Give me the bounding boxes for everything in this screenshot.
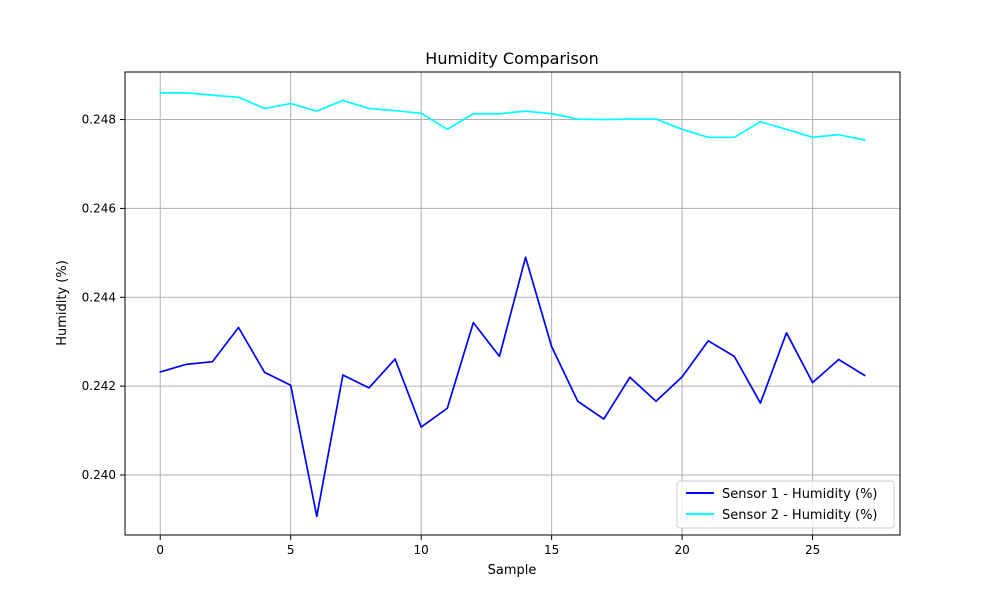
y-tick-label: 0.242 bbox=[82, 379, 116, 393]
plot-frame bbox=[124, 71, 901, 536]
chart-title: Humidity Comparison bbox=[425, 49, 598, 68]
x-tick-label: 5 bbox=[287, 543, 295, 557]
y-axis-ticks: 0.240 0.242 0.244 0.246 0.248 bbox=[82, 113, 125, 482]
x-tick-label: 0 bbox=[156, 543, 164, 557]
x-axis-ticks: 0 5 10 15 20 25 bbox=[156, 535, 820, 557]
y-tick-label: 0.248 bbox=[82, 113, 116, 127]
legend-label-sensor-2: Sensor 2 - Humidity (%) bbox=[722, 508, 878, 523]
y-tick-label: 0.244 bbox=[82, 290, 116, 304]
x-tick-label: 10 bbox=[414, 543, 429, 557]
grid-layer bbox=[125, 72, 900, 535]
x-axis-label: Sample bbox=[488, 563, 537, 578]
legend-label-sensor-1: Sensor 1 - Humidity (%) bbox=[722, 487, 878, 502]
series-line-sensor-2 bbox=[159, 92, 866, 141]
x-tick-label: 25 bbox=[805, 543, 820, 557]
x-tick-label: 20 bbox=[674, 543, 689, 557]
series-layer bbox=[159, 92, 866, 518]
axes-layer bbox=[124, 71, 901, 536]
y-tick-label: 0.240 bbox=[82, 468, 116, 482]
series-line-sensor-1 bbox=[159, 256, 866, 518]
y-axis-label: Humidity (%) bbox=[55, 260, 70, 346]
y-tick-label: 0.246 bbox=[82, 201, 116, 215]
legend-box bbox=[676, 480, 895, 529]
x-tick-label: 15 bbox=[544, 543, 559, 557]
legend: Sensor 1 - Humidity (%) Sensor 2 - Humid… bbox=[676, 480, 895, 529]
